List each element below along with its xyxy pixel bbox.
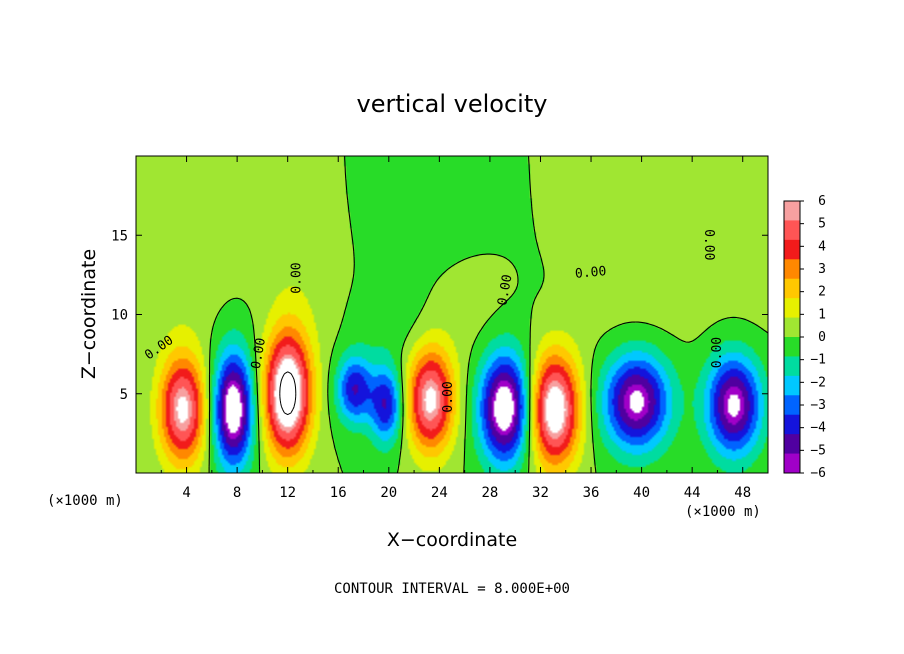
x-tick-label: 40 — [633, 485, 650, 501]
contour-interval-note: CONTOUR INTERVAL = 8.000E+00 — [334, 581, 570, 597]
colorbar-swatch — [784, 434, 800, 455]
colorbar-swatch — [784, 453, 800, 474]
colorbar-tick-label: 1 — [818, 307, 826, 322]
contour-label: 0.00 — [701, 229, 716, 260]
x-tick-label: 4 — [182, 485, 190, 501]
chart-title: vertical velocity — [357, 90, 548, 118]
colorbar-swatch — [784, 259, 800, 280]
x-unit-left: (×1000 m) — [47, 493, 123, 509]
contour-zero — [208, 155, 769, 474]
colorbar-swatch — [784, 220, 800, 241]
x-tick-label: 44 — [684, 485, 701, 501]
colorbar-tick-label: −6 — [810, 466, 826, 481]
y-axis-label: Z−coordinate — [78, 249, 100, 379]
x-tick-label: 24 — [431, 485, 448, 501]
colorbar-swatch — [784, 395, 800, 416]
colorbar-swatch — [784, 375, 800, 396]
colorbar-tick-label: 2 — [818, 285, 826, 300]
contour-label: 0.00 — [574, 264, 607, 282]
colorbar-tick-label: 6 — [818, 194, 826, 209]
contour-label: 0.00 — [495, 273, 515, 306]
contour-label: 0.00 — [710, 337, 725, 368]
x-tick-label: 20 — [380, 485, 397, 501]
colorbar-tick-label: 5 — [818, 217, 826, 232]
x-tick-label: 48 — [734, 485, 751, 501]
colorbar-swatch — [784, 201, 800, 221]
x-tick-label: 16 — [330, 485, 347, 501]
contour-label: 0.00 — [441, 381, 456, 412]
colorbar-tick-label: −3 — [810, 398, 826, 413]
velocity-field-raster — [136, 156, 768, 473]
colorbar-swatch — [784, 298, 800, 319]
x-axis-ticks: 4 8 12 16 20 24 28 32 36 40 44 48 — [160, 156, 751, 501]
colorbar-tick-label: −5 — [810, 443, 826, 458]
y-tick-label: 15 — [111, 228, 128, 244]
colorbar-tick-label: −2 — [810, 375, 826, 390]
colorbar-swatch — [784, 356, 800, 377]
contour-positive-8 — [279, 371, 297, 416]
x-tick-label: 12 — [279, 485, 296, 501]
contour-labels: 0.00 0.000.000.000.000.000.000.00 — [142, 229, 725, 412]
x-tick-label: 8 — [233, 485, 241, 501]
x-unit-right: (×1000 m) — [685, 504, 761, 520]
contour-label: 0.00 — [249, 337, 269, 370]
x-tick-label: 28 — [481, 485, 498, 501]
colorbar-tick-label: −1 — [810, 353, 826, 368]
x-tick-label: 36 — [583, 485, 600, 501]
zero-contour-lines — [208, 155, 769, 474]
colorbar-swatch — [784, 239, 800, 260]
colorbar-tick-label: −4 — [810, 421, 826, 436]
colorbar-tick-label: 3 — [818, 262, 826, 277]
y-axis-ticks: 5 10 15 — [111, 228, 768, 403]
y-tick-label: 5 — [120, 387, 128, 403]
colorbar: 6 5 4 3 2 1 0 −1 −2 −3 −4 −5 −6 — [783, 194, 826, 481]
x-axis-label: X−coordinate — [387, 529, 517, 551]
colorbar-tick-label: 4 — [818, 239, 826, 254]
colorbar-swatch — [784, 278, 800, 299]
colorbar-swatch — [784, 414, 800, 435]
x-tick-label: 32 — [532, 485, 549, 501]
contour-label: 0.00 — [289, 262, 304, 293]
colorbar-tick-label: 0 — [818, 330, 826, 345]
colorbar-swatch — [784, 337, 800, 357]
y-tick-label: 10 — [111, 308, 128, 324]
colorbar-swatch — [784, 317, 800, 338]
